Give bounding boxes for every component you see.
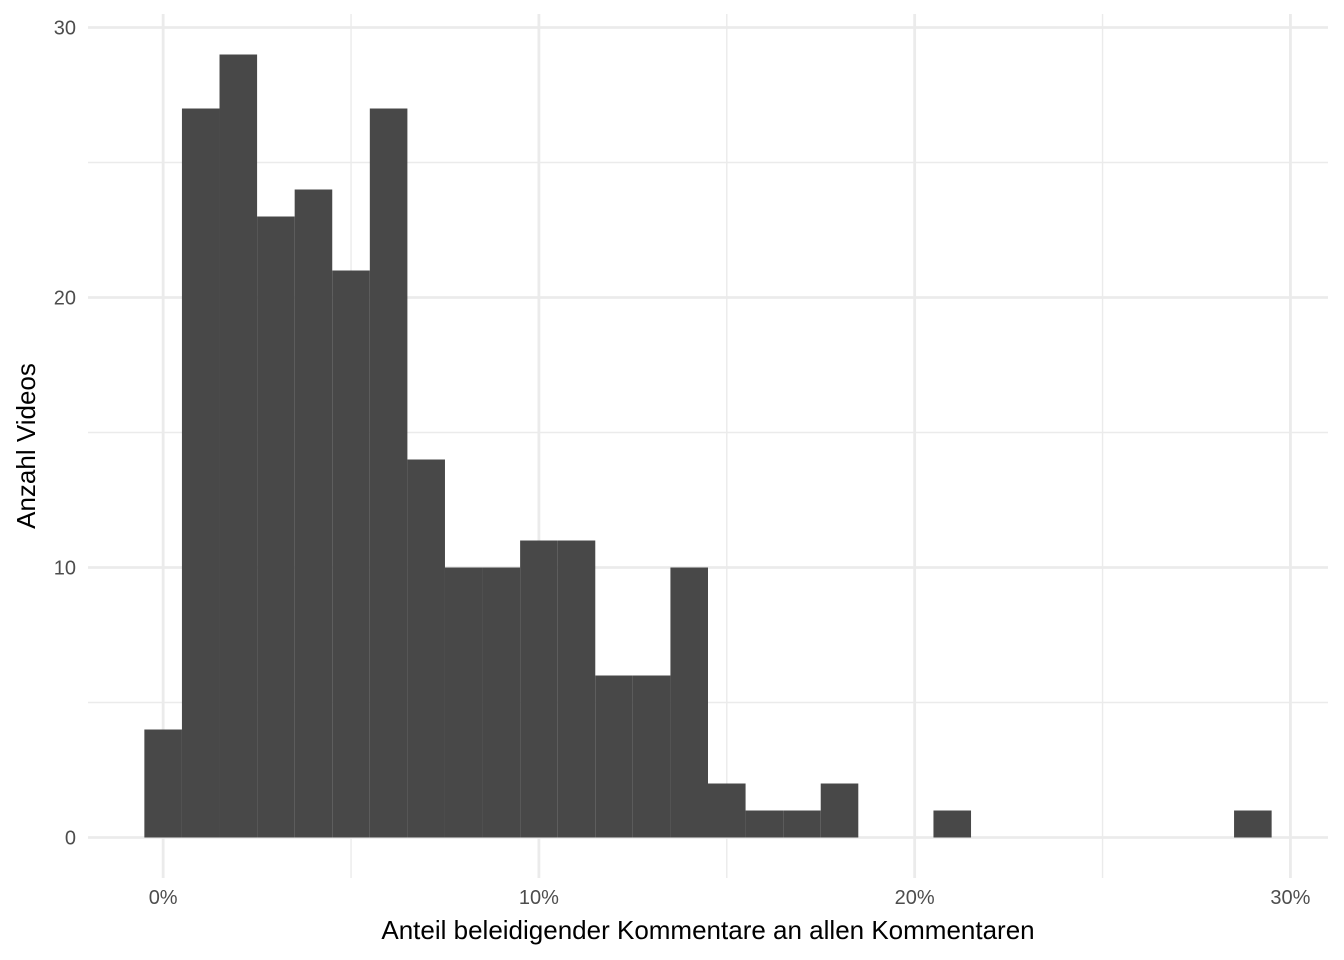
x-axis-tick-labels: 0% 10% 20% 30% [149, 887, 1311, 909]
histogram-bar [369, 108, 408, 838]
x-tick-label: 20% [895, 887, 935, 909]
histogram-bar [181, 108, 220, 838]
histogram-bar [632, 675, 671, 838]
histogram-bar [257, 216, 295, 838]
histogram-bar [294, 189, 333, 838]
x-tick-label: 10% [519, 887, 559, 909]
y-tick-label: 30 [54, 18, 76, 40]
histogram-bar [1234, 810, 1272, 838]
histogram-bar [144, 729, 182, 838]
histogram-bar [745, 810, 784, 838]
y-axis-title: Anzahl Videos [11, 363, 41, 529]
histogram-bar [708, 783, 746, 838]
histogram-bar [595, 675, 633, 838]
histogram-bars [144, 54, 1272, 838]
histogram-bar [219, 54, 258, 838]
histogram-bar [557, 540, 596, 838]
histogram-bar [933, 810, 972, 838]
histogram-bar [520, 540, 558, 838]
histogram-bar [820, 783, 859, 838]
histogram-bar [444, 567, 483, 838]
histogram-bar [783, 810, 821, 838]
y-tick-label: 10 [54, 558, 76, 580]
x-axis-title: Anteil beleidigender Kommentare an allen… [381, 915, 1034, 945]
y-tick-label: 0 [65, 828, 76, 850]
histogram-bar [407, 459, 445, 838]
histogram-bar [482, 567, 521, 838]
y-axis-tick-labels: 0 10 20 30 [54, 18, 76, 850]
histogram-bar [332, 270, 370, 838]
histogram-bar [670, 567, 708, 838]
x-tick-label: 0% [149, 887, 178, 909]
x-tick-label: 30% [1270, 887, 1310, 909]
y-tick-label: 20 [54, 288, 76, 310]
